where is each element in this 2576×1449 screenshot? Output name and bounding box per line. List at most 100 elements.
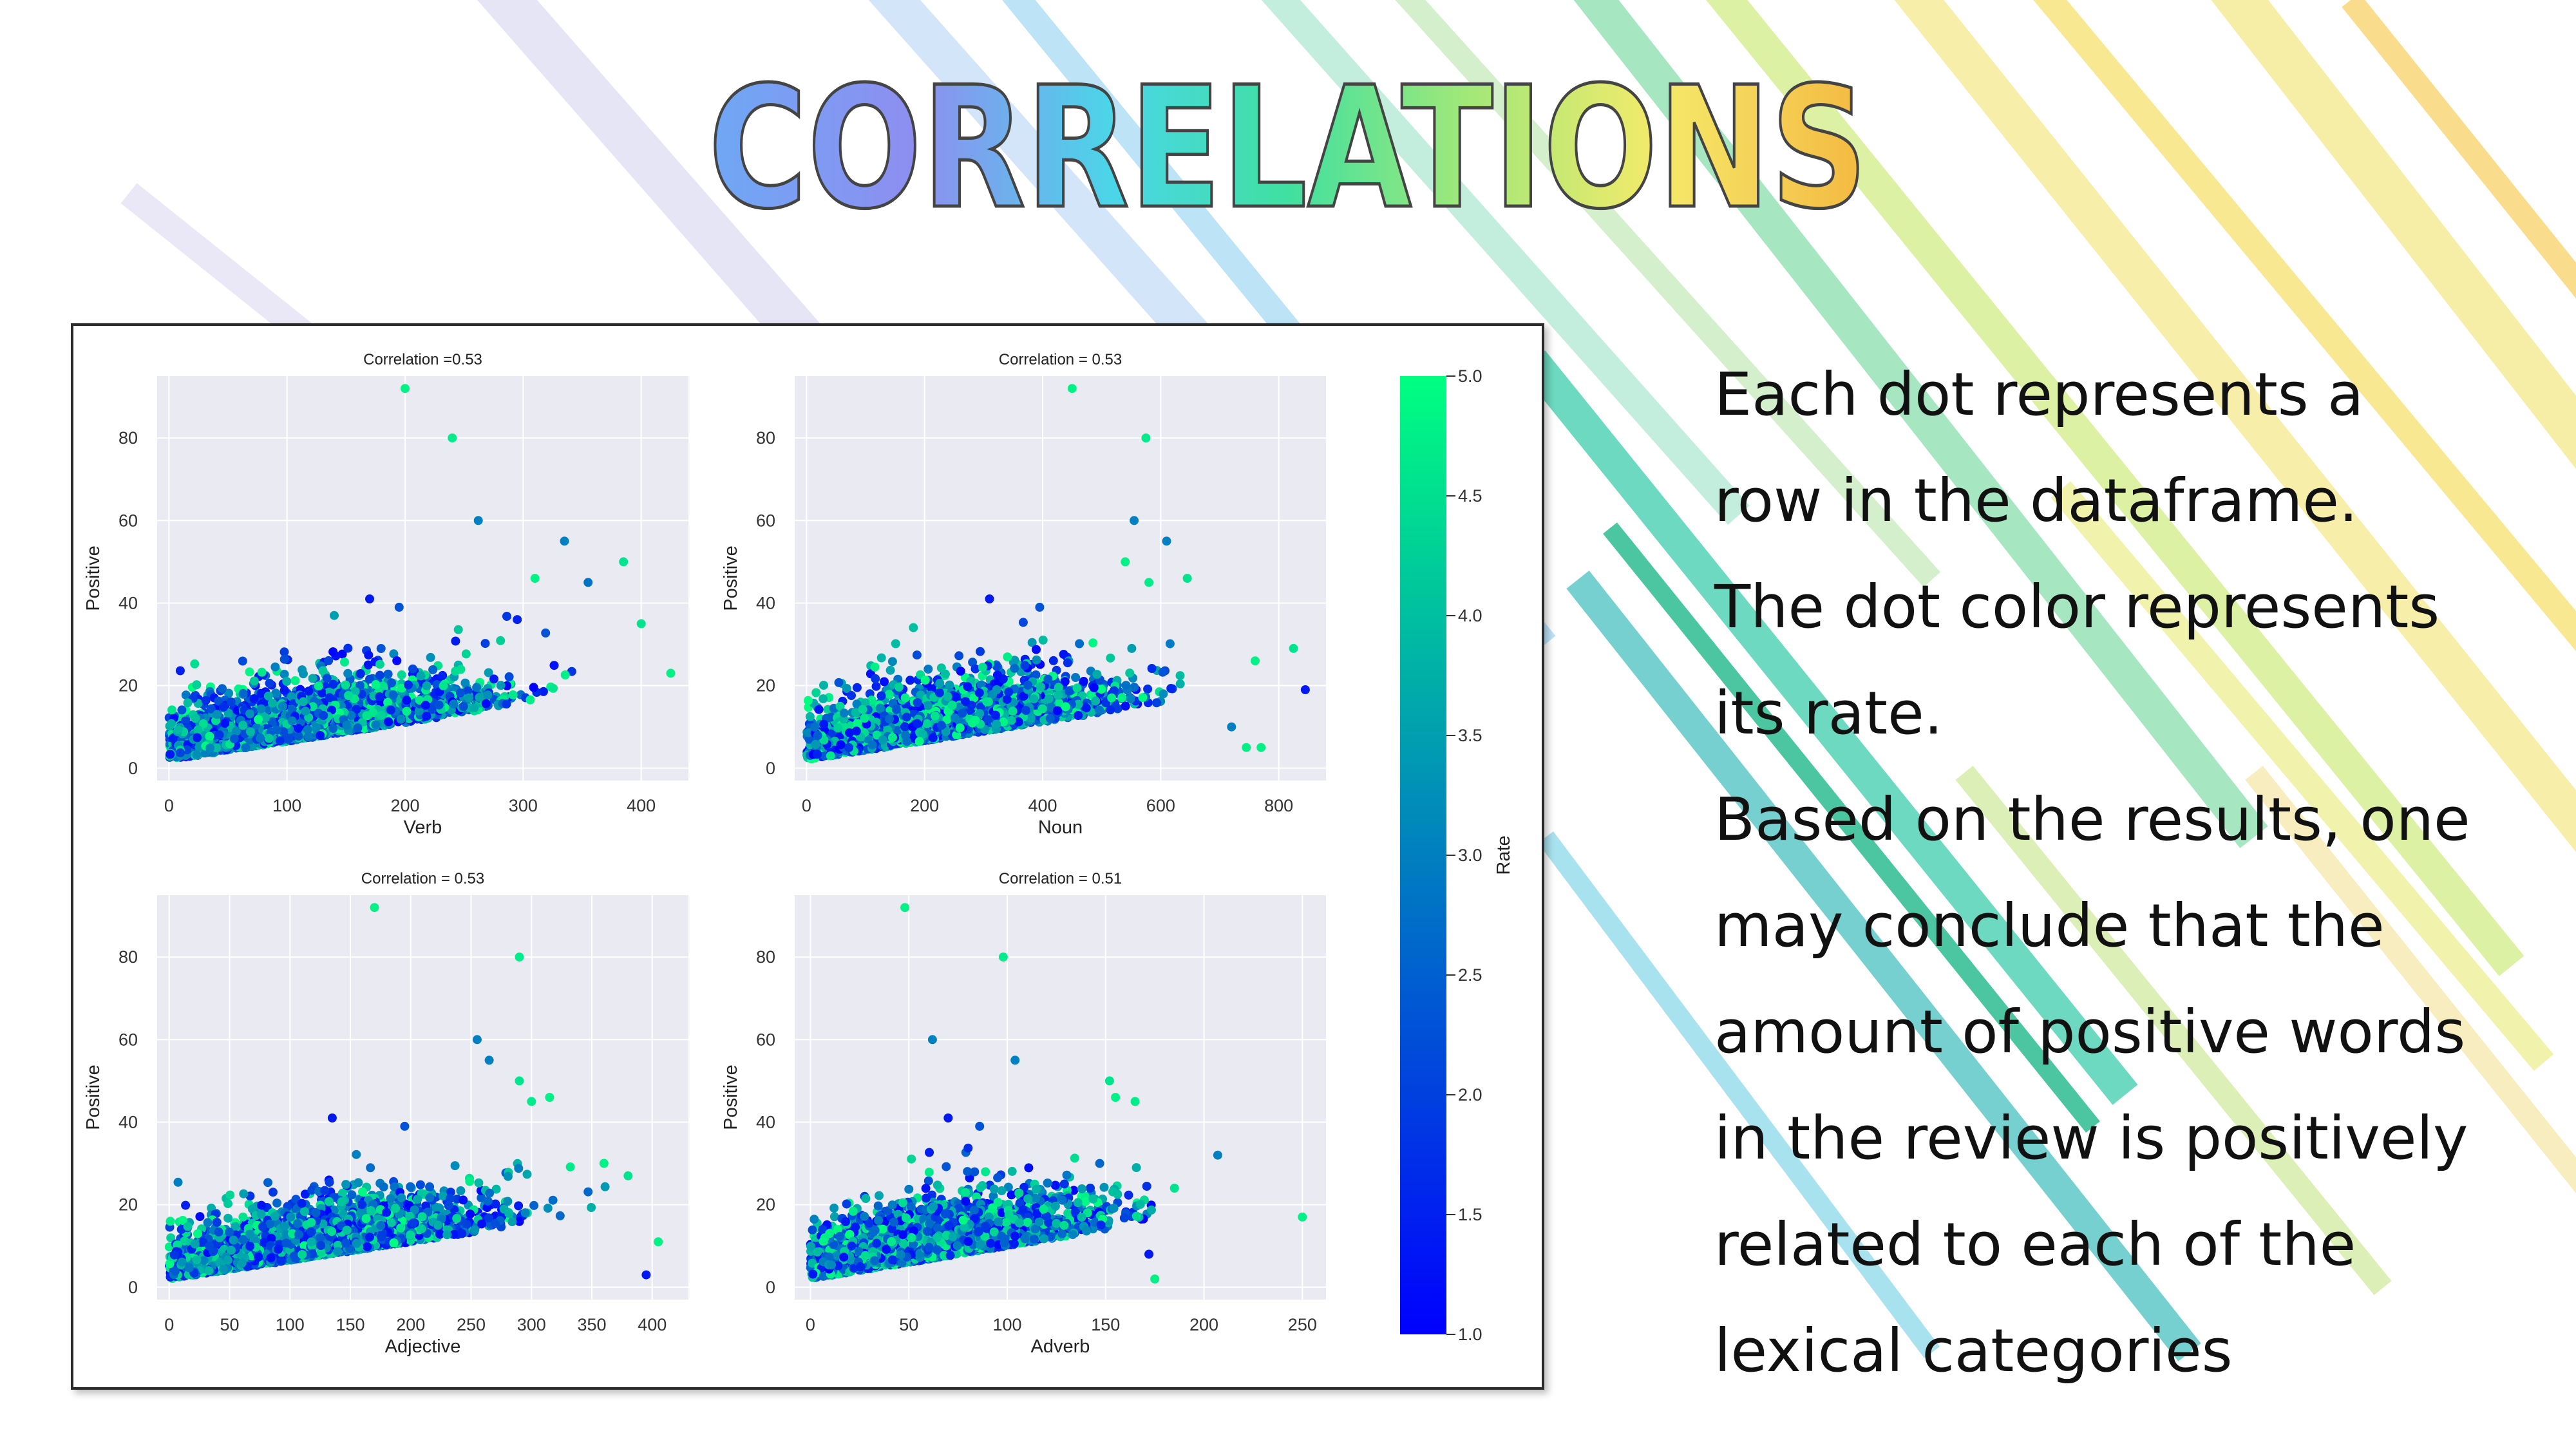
data-point xyxy=(245,667,254,677)
x-tick-label: 400 xyxy=(1028,796,1057,815)
data-point xyxy=(192,750,202,759)
data-point xyxy=(451,636,460,646)
data-point xyxy=(355,669,365,678)
data-point xyxy=(1091,696,1101,706)
y-tick-label: 60 xyxy=(756,511,775,530)
data-point xyxy=(819,694,828,704)
slide-title: CORRELATIONS xyxy=(707,52,1870,245)
data-point xyxy=(299,669,308,679)
data-point xyxy=(1147,664,1157,673)
data-point xyxy=(459,702,468,711)
data-point xyxy=(167,719,176,728)
data-point xyxy=(166,750,175,759)
data-point xyxy=(404,680,413,690)
data-point xyxy=(314,681,323,691)
data-point xyxy=(875,703,885,713)
data-point xyxy=(1020,661,1030,670)
data-point xyxy=(175,748,185,757)
data-point xyxy=(1072,683,1082,693)
data-point xyxy=(549,661,559,670)
data-point xyxy=(279,647,289,657)
data-point xyxy=(408,664,417,674)
data-point xyxy=(383,669,393,679)
data-point xyxy=(428,665,438,674)
title-text: CORRELATIONS xyxy=(708,52,1868,245)
data-point xyxy=(283,735,293,744)
data-point xyxy=(803,696,813,705)
data-point xyxy=(1092,670,1102,679)
data-point xyxy=(1075,639,1084,649)
data-point xyxy=(343,668,353,678)
data-point xyxy=(205,743,215,753)
data-point xyxy=(402,696,412,705)
data-point xyxy=(1010,663,1019,673)
data-point xyxy=(272,725,281,735)
data-point xyxy=(1151,698,1161,708)
data-point xyxy=(456,688,465,697)
data-point xyxy=(365,674,374,684)
data-point xyxy=(1127,643,1137,653)
data-point xyxy=(205,732,214,741)
data-point xyxy=(328,724,338,733)
data-point xyxy=(316,731,325,740)
data-point xyxy=(976,647,985,656)
x-tick-label: 0 xyxy=(802,796,811,815)
data-point xyxy=(887,657,897,667)
data-point xyxy=(213,710,222,719)
data-point xyxy=(312,723,321,732)
x-axis-label: Verb xyxy=(404,817,442,838)
data-point xyxy=(229,734,239,743)
data-point xyxy=(214,730,224,740)
y-tick-label: 0 xyxy=(766,759,775,778)
data-point xyxy=(1121,701,1130,711)
data-point-outlier xyxy=(394,602,404,612)
data-point xyxy=(834,677,844,687)
y-tick-label: 80 xyxy=(118,428,138,448)
panel-title: Correlation =0.53 xyxy=(363,351,482,368)
data-point xyxy=(871,674,880,683)
data-point-outlier xyxy=(583,578,593,587)
data-point xyxy=(880,677,889,687)
data-point xyxy=(453,625,463,634)
data-point-outlier xyxy=(666,668,676,678)
data-point xyxy=(177,705,187,715)
data-point xyxy=(193,733,202,743)
data-point xyxy=(375,692,384,701)
data-point xyxy=(1065,687,1074,696)
data-point xyxy=(386,705,395,715)
data-point xyxy=(560,670,570,679)
x-tick-label: 400 xyxy=(627,796,656,815)
data-point xyxy=(298,697,308,706)
x-tick-label: 0 xyxy=(164,796,174,815)
data-point xyxy=(1038,635,1048,645)
data-point xyxy=(278,701,287,711)
data-point xyxy=(190,659,200,668)
data-point xyxy=(456,665,466,674)
data-point xyxy=(1121,681,1131,690)
data-point xyxy=(526,695,535,705)
data-point xyxy=(279,670,289,679)
data-point xyxy=(876,691,886,701)
data-point xyxy=(175,666,185,676)
data-point xyxy=(475,693,484,702)
y-axis-label: Positive xyxy=(83,545,104,611)
data-point-outlier xyxy=(513,615,522,625)
data-point xyxy=(480,639,490,649)
data-point xyxy=(249,694,259,703)
data-point xyxy=(422,712,431,721)
y-tick-label: 80 xyxy=(756,428,775,448)
x-tick-label: 800 xyxy=(1264,796,1293,815)
data-point-outlier xyxy=(473,516,483,526)
panel-title: Correlation = 0.53 xyxy=(999,351,1122,368)
data-point xyxy=(371,680,381,689)
data-point xyxy=(1088,638,1098,648)
y-tick-label: 60 xyxy=(118,511,138,530)
data-point xyxy=(256,704,266,714)
data-point-outlier xyxy=(636,619,646,629)
data-point-outlier xyxy=(365,594,374,603)
data-point xyxy=(871,681,881,691)
data-point xyxy=(376,711,386,720)
data-points xyxy=(164,384,676,762)
